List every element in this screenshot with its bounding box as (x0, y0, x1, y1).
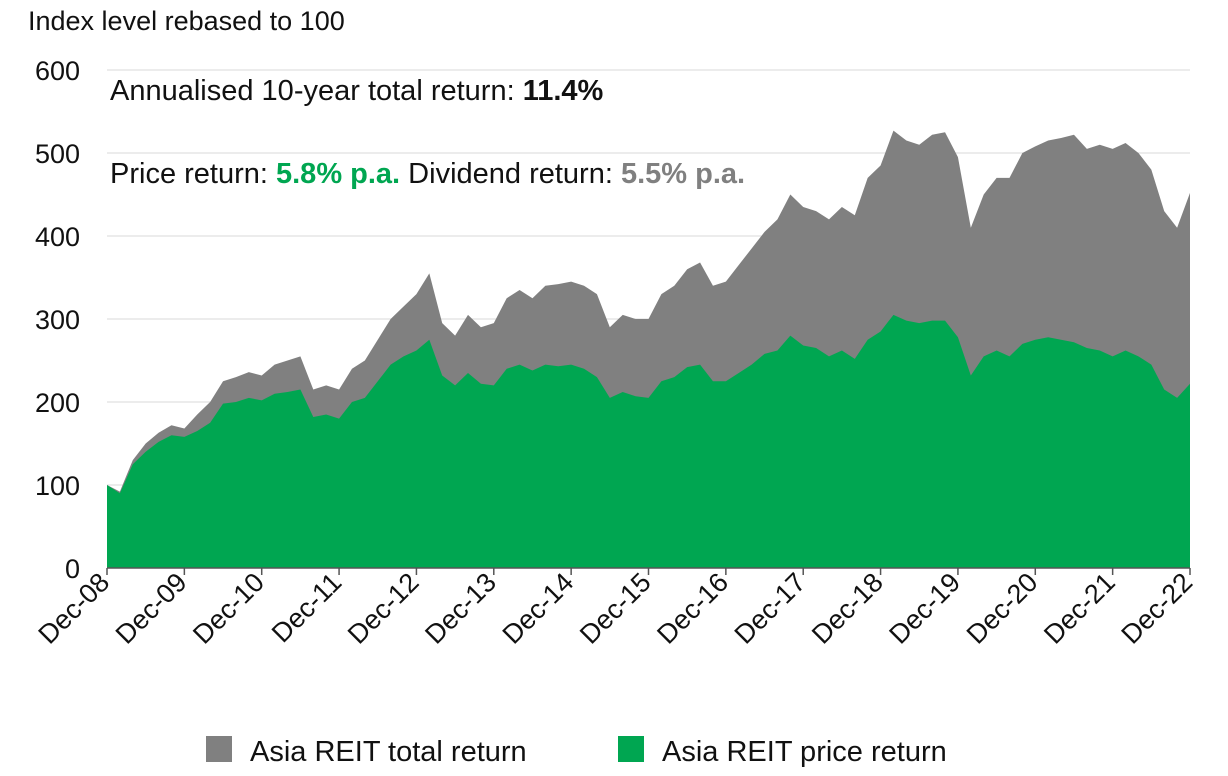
y-tick-label: 300 (35, 305, 80, 335)
area-price-return (107, 314, 1190, 568)
x-tick-label: Dec-09 (110, 567, 193, 650)
x-tick-label: Dec-16 (651, 567, 734, 650)
x-tick-label: Dec-21 (1038, 567, 1121, 650)
legend: Asia REIT total return Asia REIT price r… (206, 736, 947, 768)
y-tick-label: 0 (65, 554, 80, 584)
plot-areas (107, 130, 1190, 568)
legend-label-price: Asia REIT price return (662, 736, 947, 768)
y-tick-label: 100 (35, 471, 80, 501)
y-tick-label: 600 (35, 56, 80, 86)
x-tick-label: Dec-17 (729, 567, 812, 650)
annotation-dividend-value: 5.5% p.a. (621, 158, 745, 190)
annotation-total-return: Annualised 10-year total return: 11.4% (110, 75, 604, 107)
annotation-dividend-label: Dividend return: (400, 158, 621, 190)
x-tick-label: Dec-10 (187, 567, 270, 650)
x-tick-label: Dec-12 (342, 567, 425, 650)
y-axis-title: Index level rebased to 100 (28, 6, 345, 36)
annotation-total-return-label: Annualised 10-year total return: (110, 75, 523, 107)
x-tick-label: Dec-14 (497, 567, 580, 650)
annotation-returns: Price return: 5.8% p.a. Dividend return:… (110, 158, 745, 190)
annotation-price-value: 5.8% p.a. (276, 158, 400, 190)
y-tick-label: 400 (35, 222, 80, 252)
y-tick-label: 200 (35, 388, 80, 418)
legend-swatch-price (618, 736, 644, 762)
x-tick-label: Dec-19 (883, 567, 966, 650)
x-tick-label: Dec-11 (266, 567, 347, 648)
x-tick-label: Dec-22 (1115, 567, 1198, 650)
annotation-price-label: Price return: (110, 158, 276, 190)
legend-swatch-total (206, 736, 232, 762)
y-tick-label: 500 (35, 139, 80, 169)
annotation-total-return-value: 11.4% (523, 75, 604, 107)
x-tick-label: Dec-15 (574, 567, 657, 650)
x-axis: Dec-08Dec-09Dec-10Dec-11Dec-12Dec-13Dec-… (32, 567, 1198, 650)
y-axis-ticks: 0 100 200 300 400 500 600 (35, 56, 80, 584)
x-tick-label: Dec-13 (419, 567, 502, 650)
x-tick-label: Dec-20 (961, 567, 1044, 650)
x-tick-label: Dec-18 (806, 567, 889, 650)
legend-label-total: Asia REIT total return (250, 736, 527, 768)
